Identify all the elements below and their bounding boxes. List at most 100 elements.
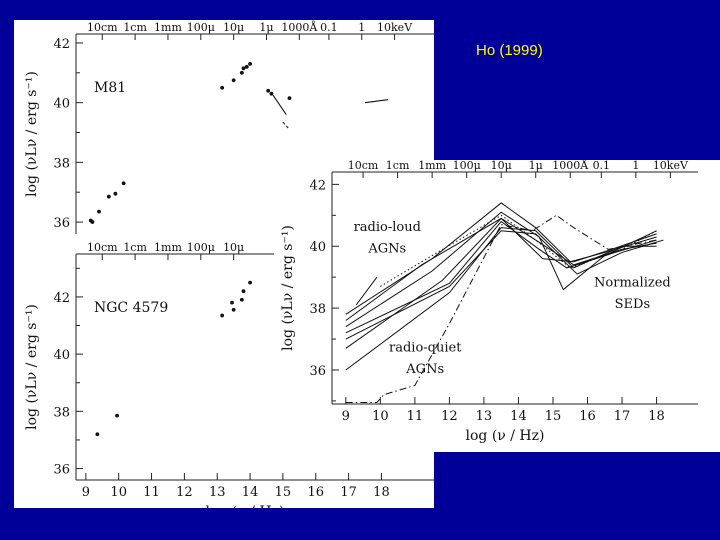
chart2-sed-line-8: [355, 276, 378, 306]
chart0-data-segment: [282, 121, 290, 130]
chart1-top-tick-label: 10cm: [87, 241, 118, 254]
chart2-annotation: AGNs: [405, 362, 444, 377]
chart0-top-tick-label: 10μ: [223, 21, 244, 34]
chart1-x-tick-label: 18: [373, 485, 390, 500]
chart2-x-tick-label: 18: [648, 409, 665, 424]
chart2-annotation: radio-loud: [354, 220, 421, 235]
chart2-annotation: AGNs: [367, 241, 406, 256]
chart2-x-tick-label: 9: [342, 409, 350, 424]
chart0-data-point: [113, 191, 118, 196]
chart1-data-point: [248, 280, 252, 285]
chart1-data-point: [115, 413, 119, 418]
chart2-sed-line-3: [345, 217, 657, 349]
chart1-x-tick-label: 12: [176, 485, 193, 500]
chart2-x-tick-label: 12: [441, 409, 458, 424]
chart2-top-tick-label: 100μ: [453, 160, 481, 172]
chart2-top-tick-label: 1cm: [386, 160, 410, 172]
chart0-data-point: [244, 64, 249, 69]
chart2-annotation: radio-quiet: [389, 340, 462, 355]
chart2-top-tick-label: 10cm: [348, 160, 379, 172]
chart2-y-tick-label: 38: [309, 302, 326, 317]
chart2-x-tick-label: 10: [372, 409, 389, 424]
chart2-annotation: SEDs: [615, 297, 651, 312]
chart1-plot-title: NGC 4579: [94, 300, 168, 316]
normalized-sed-svg: 10cm 1cm 1mm 100μ 10μ 1μ 1000Å 0.1 1 10keV 36 38 40 4…: [280, 158, 698, 444]
chart0-data-segment: [364, 99, 389, 104]
chart2-top-tick-label: 10keV: [653, 160, 689, 172]
chart0-top-tick-label: 10cm: [87, 21, 118, 34]
chart0-top-tick-label: 1cm: [123, 21, 147, 34]
chart1-data-point: [239, 297, 244, 302]
chart1-top-tick-label: 10μ: [223, 241, 244, 254]
chart0-data-point: [90, 220, 95, 224]
chart1-x-tick-label: 15: [275, 485, 292, 500]
chart0-data-point: [239, 70, 244, 75]
chart2-y-tick-label: 40: [309, 240, 326, 255]
chart0-top-tick-label: 100μ: [187, 21, 215, 34]
chart2-top-tick-label: 1000Å: [552, 160, 589, 172]
chart0-data-point: [269, 91, 274, 96]
m81-plot: 10cm 1cm 1mm 100μ 10μ 1μ 1000Å 0.1 1 10keV 36 38 40 4…: [24, 20, 434, 234]
chart0-y-tick-label: 42: [53, 37, 70, 52]
chart1-top-tick-label: 1mm: [154, 241, 182, 254]
chart0-y-tick-label: 36: [53, 216, 70, 231]
chart2-top-tick-label: 1: [632, 160, 639, 172]
chart1-x-tick-label: 17: [340, 485, 357, 500]
chart0-data-point: [241, 66, 246, 71]
chart2-top-tick-label: 0.1: [593, 160, 611, 172]
chart1-data-point: [95, 432, 100, 437]
citation-text: Ho (1999): [476, 42, 543, 59]
chart0-data-point: [97, 209, 101, 214]
chart1-x-tick-label: 9: [82, 485, 90, 500]
chart2-x-tick-label: 17: [614, 409, 631, 424]
chart2-x-tick-label: 14: [510, 409, 527, 424]
chart0-data-point: [231, 78, 236, 83]
chart0-top-tick-label: 1: [358, 21, 365, 34]
chart2-sed-line-7: [345, 230, 664, 340]
chart1-x-axis-title: log (ν / Hz): [206, 504, 285, 508]
chart2-sed-line-6: [345, 217, 657, 321]
chart0-data-point: [248, 61, 252, 66]
chart1-y-tick-label: 36: [53, 463, 70, 478]
chart0-top-tick-label: 0.1: [320, 21, 338, 34]
chart2-x-tick-label: 16: [579, 409, 596, 424]
chart1-data-point: [231, 307, 236, 312]
chart1-top-tick-label: 1cm: [123, 241, 147, 254]
chart2-sed-line-4: [345, 220, 657, 334]
chart1-y-tick-label: 38: [53, 405, 70, 420]
chart2-top-tick-label: 10μ: [491, 160, 512, 172]
chart0-data-point: [106, 194, 111, 199]
chart1-x-tick-label: 10: [110, 485, 127, 500]
chart2-x-tick-label: 13: [476, 409, 493, 424]
chart0-top-tick-label: 1μ: [259, 21, 273, 34]
chart1-y-tick-label: 42: [53, 291, 70, 306]
chart1-top-tick-label: 100μ: [187, 241, 215, 254]
normalized-sed-plot: 10cm 1cm 1mm 100μ 10μ 1μ 1000Å 0.1 1 10keV 36 38 40 4…: [280, 158, 698, 444]
chart1-x-tick-label: 16: [307, 485, 324, 500]
chart1-x-tick-label: 11: [143, 485, 160, 500]
chart2-top-tick-label: 1mm: [418, 160, 446, 172]
chart2-sed-line-10: [380, 214, 657, 287]
chart2-x-axis-title: log (ν / Hz): [466, 428, 545, 444]
chart0-data-point: [266, 88, 271, 93]
chart0-top-tick-label: 1000Å: [281, 20, 318, 34]
chart0-top-tick-label: 10keV: [377, 21, 413, 34]
chart1-data-point: [230, 300, 234, 305]
chart1-y-axis-title: log (νLν / erg s⁻¹): [24, 304, 40, 430]
right-figure-panel: 10cm 1cm 1mm 100μ 10μ 1μ 1000Å 0.1 1 10keV 36 38 40 4…: [274, 158, 720, 452]
chart2-annotation: Normalized: [594, 275, 671, 290]
chart0-data-point: [121, 181, 126, 186]
chart2-x-tick-label: 15: [545, 409, 562, 424]
chart1-x-tick-label: 13: [209, 485, 226, 500]
chart2-y-axis-title: log (νLν / erg s⁻¹): [280, 225, 296, 351]
chart0-y-tick-label: 40: [53, 97, 70, 112]
chart1-x-tick-label: 14: [242, 485, 259, 500]
chart2-y-tick-label: 42: [309, 178, 326, 193]
chart2-y-tick-label: 36: [309, 364, 326, 379]
chart1-y-tick-label: 40: [53, 348, 70, 363]
chart0-y-tick-label: 38: [53, 156, 70, 171]
chart0-data-segment: [272, 94, 287, 115]
chart2-top-tick-label: 1μ: [529, 160, 543, 172]
chart1-data-point: [241, 289, 246, 294]
